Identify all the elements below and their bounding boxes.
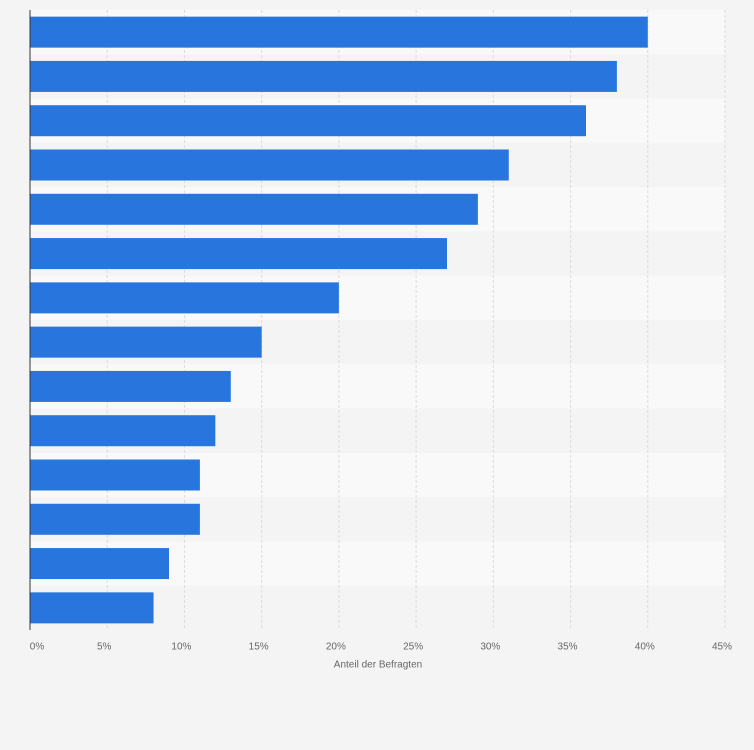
bar [30,16,648,48]
x-tick-label: 35% [558,642,578,653]
bar [30,548,169,580]
bar [30,415,216,447]
bar [30,193,478,225]
bar [30,370,231,402]
x-tick-label: 40% [635,642,655,653]
bar [30,503,200,535]
bar [30,60,617,92]
x-tick-label: 25% [403,642,423,653]
x-tick-label: 5% [97,642,112,653]
bar [30,149,509,181]
x-tick-label: 15% [249,642,269,653]
bar [30,238,447,270]
bar [30,282,339,314]
bar [30,105,586,137]
x-tick-label: 0% [30,642,45,653]
bar [30,459,200,491]
x-tick-label: 20% [326,642,346,653]
x-tick-label: 10% [171,642,191,653]
x-axis-title: Anteil der Befragten [334,660,422,671]
bar [30,592,154,624]
x-tick-label: 45% [712,642,732,653]
bar [30,326,262,358]
x-tick-label: 30% [480,642,500,653]
